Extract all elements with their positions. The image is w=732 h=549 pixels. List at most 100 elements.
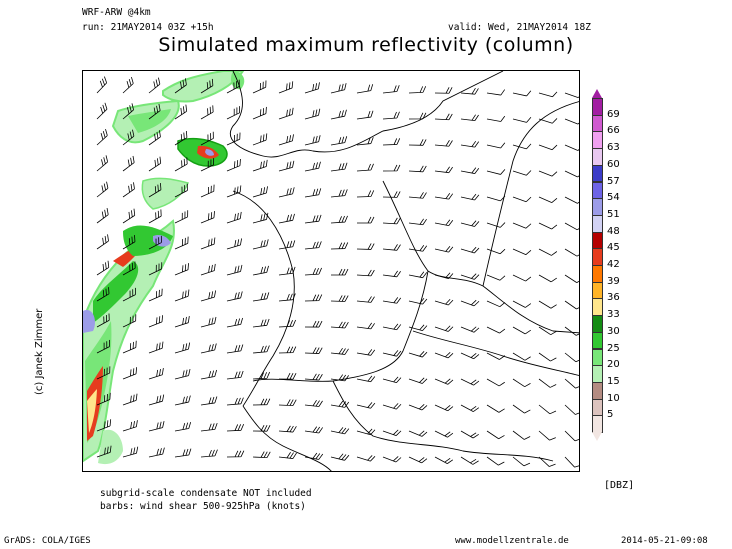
wind-barb — [122, 393, 138, 406]
reflectivity-map — [82, 70, 580, 472]
wind-barb — [486, 430, 505, 440]
wind-barb — [278, 425, 297, 433]
wind-barb — [278, 319, 296, 328]
colorbar-label: 48 — [607, 225, 620, 237]
wind-barb — [434, 113, 453, 121]
wind-barb — [486, 248, 506, 255]
wind-barb — [486, 169, 506, 175]
wind-barb — [278, 266, 296, 276]
wind-barb — [304, 320, 323, 328]
wind-barb — [226, 397, 244, 406]
colorbar-label: 30 — [607, 325, 620, 337]
wind-barb — [564, 378, 579, 389]
wind-barb — [538, 222, 558, 230]
wind-barb — [564, 456, 579, 468]
wind-barb — [486, 300, 506, 308]
wind-barb — [96, 128, 108, 146]
wind-barb — [486, 195, 506, 202]
wind-barb — [200, 422, 218, 432]
wind-barb — [356, 269, 375, 277]
wind-barb — [330, 427, 350, 435]
wind-barb — [434, 456, 454, 464]
wind-barb — [278, 399, 297, 407]
wind-barb — [226, 423, 245, 432]
wind-barb — [304, 294, 323, 302]
wind-barb — [200, 369, 218, 380]
wind-barb — [148, 421, 165, 432]
wind-barb — [252, 186, 268, 198]
wind-barb — [382, 297, 402, 304]
wind-barb — [460, 140, 480, 148]
wind-barb — [96, 76, 108, 94]
colorbar-swatch — [592, 214, 603, 233]
wind-barb — [382, 323, 402, 331]
wind-barb — [304, 373, 323, 381]
wind-barb — [564, 430, 579, 442]
wind-barb — [122, 182, 135, 198]
wind-barb — [512, 170, 532, 176]
wind-barb — [226, 264, 243, 276]
wind-barb — [538, 378, 557, 388]
wind-barb — [564, 118, 579, 125]
wind-barb — [200, 78, 214, 94]
wind-barb — [278, 134, 294, 146]
colorbar-label: 63 — [607, 142, 620, 154]
wind-barb — [226, 450, 245, 458]
wind-barb — [512, 222, 532, 229]
wind-barb — [382, 376, 402, 384]
wind-barb — [252, 239, 269, 250]
wind-barb — [304, 214, 322, 224]
wind-barb — [356, 296, 375, 303]
wind-barb — [122, 446, 139, 458]
wind-barb — [512, 352, 531, 361]
wind-barb — [564, 196, 579, 204]
wind-barb — [486, 142, 506, 149]
colorbar-label: 51 — [607, 208, 620, 220]
wind-barb — [252, 133, 268, 146]
wind-barb — [278, 213, 295, 224]
wind-barb — [408, 456, 428, 464]
wind-barb — [538, 196, 558, 203]
wind-barb — [408, 192, 427, 199]
colorbar-swatch — [592, 114, 603, 133]
wind-barb — [356, 349, 376, 356]
wind-barb — [460, 404, 480, 412]
wind-barb — [486, 378, 505, 387]
wind-barb — [460, 352, 480, 360]
wind-barb — [174, 210, 189, 224]
wind-barb — [148, 209, 162, 224]
wind-barb — [330, 321, 349, 329]
wind-barb — [564, 144, 579, 151]
wind-barb — [174, 421, 192, 432]
wind-barb — [408, 324, 428, 331]
colorbar-swatch — [592, 365, 603, 383]
colorbar-swatch — [592, 381, 603, 400]
colorbar-swatch — [592, 281, 603, 300]
wind-barb — [512, 378, 531, 388]
wind-barb — [460, 299, 480, 307]
wind-barb — [408, 245, 428, 252]
wind-barb — [434, 351, 454, 359]
wind-barb — [538, 170, 558, 177]
wind-barb — [252, 318, 270, 328]
wind-barb — [148, 235, 162, 250]
wind-barb — [330, 109, 347, 120]
wind-barb — [356, 375, 376, 383]
wind-barb — [564, 274, 579, 283]
wind-barb — [564, 300, 579, 310]
wind-barb — [278, 160, 295, 172]
wind-barb — [252, 80, 267, 94]
wind-barb — [278, 240, 296, 250]
wind-barb — [460, 114, 479, 122]
colorbar-swatch — [592, 231, 603, 250]
wind-barb — [512, 196, 532, 203]
wind-barb — [538, 456, 556, 467]
wind-barb — [252, 371, 271, 380]
wind-barb — [200, 184, 215, 198]
wind-barb — [564, 222, 579, 231]
wind-barb — [330, 268, 349, 276]
wind-barb — [304, 188, 322, 198]
wind-barb — [486, 115, 506, 122]
wind-barb — [122, 155, 135, 172]
colorbar-label: 39 — [607, 275, 620, 287]
